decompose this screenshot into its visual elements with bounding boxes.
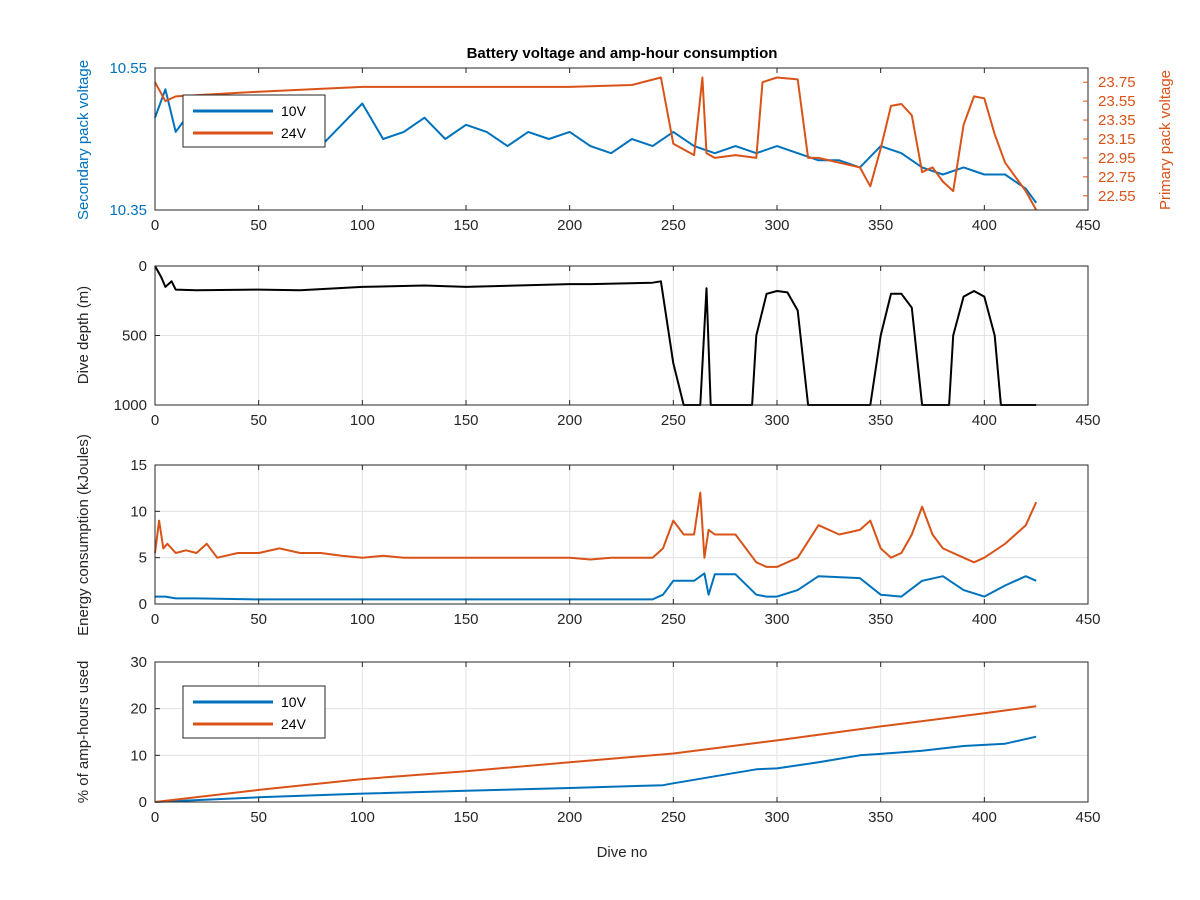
y-tick-label: 10 [130, 747, 147, 764]
x-tick-label: 300 [764, 412, 789, 429]
x-tick-label: 250 [661, 217, 686, 234]
series-line-10V [154, 735, 1037, 803]
y-tick-label: 500 [122, 328, 147, 345]
x-tick-label: 0 [151, 412, 159, 429]
y-tick-label: 1000 [114, 397, 147, 414]
x-tick-label: 200 [557, 412, 582, 429]
x-tick-label: 150 [453, 809, 478, 826]
series-line-24V [154, 76, 1038, 211]
x-tick-label: 450 [1075, 809, 1100, 826]
right-y-axis-label: Primary pack voltage [1157, 70, 1174, 210]
y-tick-label: 0 [139, 794, 147, 811]
x-tick-label: 0 [151, 217, 159, 234]
x-tick-label: 200 [557, 611, 582, 628]
x-tick-label: 50 [250, 412, 267, 429]
right-y-tick-label: 23.35 [1098, 112, 1136, 129]
subplots: 0 50 100 150 200 250 300 350 400 45010.3510.55Sec… [75, 60, 1174, 826]
x-tick-label: 50 [250, 611, 267, 628]
x-tick-label: 400 [972, 412, 997, 429]
chart-title: Battery voltage and amp-hour consumption [467, 45, 778, 62]
y-tick-label: 0 [139, 258, 147, 275]
y-tick-label: 10.35 [109, 202, 147, 219]
x-tick-label: 200 [557, 217, 582, 234]
y-axis-label: Energy consumption (kJoules) [75, 434, 92, 636]
y-tick-label: 0 [139, 596, 147, 613]
x-tick-label: 400 [972, 217, 997, 234]
x-tick-label: 350 [868, 809, 893, 826]
right-y-tick-label: 23.55 [1098, 93, 1136, 110]
x-tick-label: 300 [764, 217, 789, 234]
x-tick-label: 450 [1075, 217, 1100, 234]
x-axis-label: Dive no [597, 844, 648, 861]
x-tick-label: 250 [661, 809, 686, 826]
x-tick-label: 50 [250, 809, 267, 826]
right-y-tick-label: 23.75 [1098, 74, 1136, 91]
x-tick-label: 50 [250, 217, 267, 234]
series-line-depth [154, 265, 1037, 406]
y-tick-label: 30 [130, 654, 147, 671]
x-tick-label: 150 [453, 611, 478, 628]
x-tick-label: 100 [350, 611, 375, 628]
subplot-4: 0 50 100 150 200 250 300 350 400 450 0 10 20 30 % of a… [75, 654, 1101, 826]
right-y-tick-label: 22.55 [1098, 188, 1136, 205]
right-y-tick-label: 22.95 [1098, 150, 1136, 167]
y-tick-label: 15 [130, 457, 147, 474]
x-tick-label: 250 [661, 611, 686, 628]
x-tick-label: 350 [868, 412, 893, 429]
x-tick-label: 400 [972, 611, 997, 628]
x-tick-label: 200 [557, 809, 582, 826]
x-tick-label: 0 [151, 611, 159, 628]
subplot-2: 0 50 100 150 200 250 300 350 400 450 0 500 1000 Dive … [75, 258, 1101, 429]
y-tick-label: 10.55 [109, 60, 147, 77]
series-line-24V [154, 705, 1037, 803]
y-axis-label: Dive depth (m) [75, 286, 92, 384]
y-tick-label: 10 [130, 503, 147, 520]
x-tick-label: 100 [350, 809, 375, 826]
subplot-1: 0 50 100 150 200 250 300 350 400 450 10.35 10.55 Sec… [75, 60, 1174, 234]
legend-box [182, 685, 326, 739]
right-y-tick-label: 23.15 [1098, 131, 1136, 148]
y-axis-label: Secondary pack voltage [75, 60, 92, 220]
x-tick-label: 400 [972, 809, 997, 826]
right-y-tick-label: 22.75 [1098, 169, 1136, 186]
x-tick-label: 150 [453, 217, 478, 234]
axes-frame [154, 661, 1089, 803]
legend-label-24V: 24V [281, 716, 307, 732]
legend-label-24V: 24V [281, 125, 307, 141]
axes-frame [154, 464, 1089, 605]
y-tick-label: 5 [139, 550, 147, 567]
y-tick-label: 20 [130, 701, 147, 718]
x-tick-label: 350 [868, 217, 893, 234]
x-tick-label: 100 [350, 217, 375, 234]
x-tick-label: 150 [453, 412, 478, 429]
legend-label-10V: 10V [281, 103, 307, 119]
x-tick-label: 0 [151, 809, 159, 826]
x-tick-label: 450 [1075, 611, 1100, 628]
x-tick-label: 350 [868, 611, 893, 628]
legend-label-10V: 10V [281, 694, 307, 710]
legend-box [182, 94, 326, 148]
series-line-24V [154, 491, 1038, 568]
x-tick-label: 450 [1075, 412, 1100, 429]
y-axis-label: % of amp-hours used [75, 661, 92, 804]
subplot-3: 0 50 100 150 200 250 300 350 400 450 0 5 10 15 Energy … [75, 434, 1101, 636]
x-tick-label: 300 [764, 809, 789, 826]
x-tick-label: 250 [661, 412, 686, 429]
x-tick-label: 100 [350, 412, 375, 429]
x-tick-label: 300 [764, 611, 789, 628]
